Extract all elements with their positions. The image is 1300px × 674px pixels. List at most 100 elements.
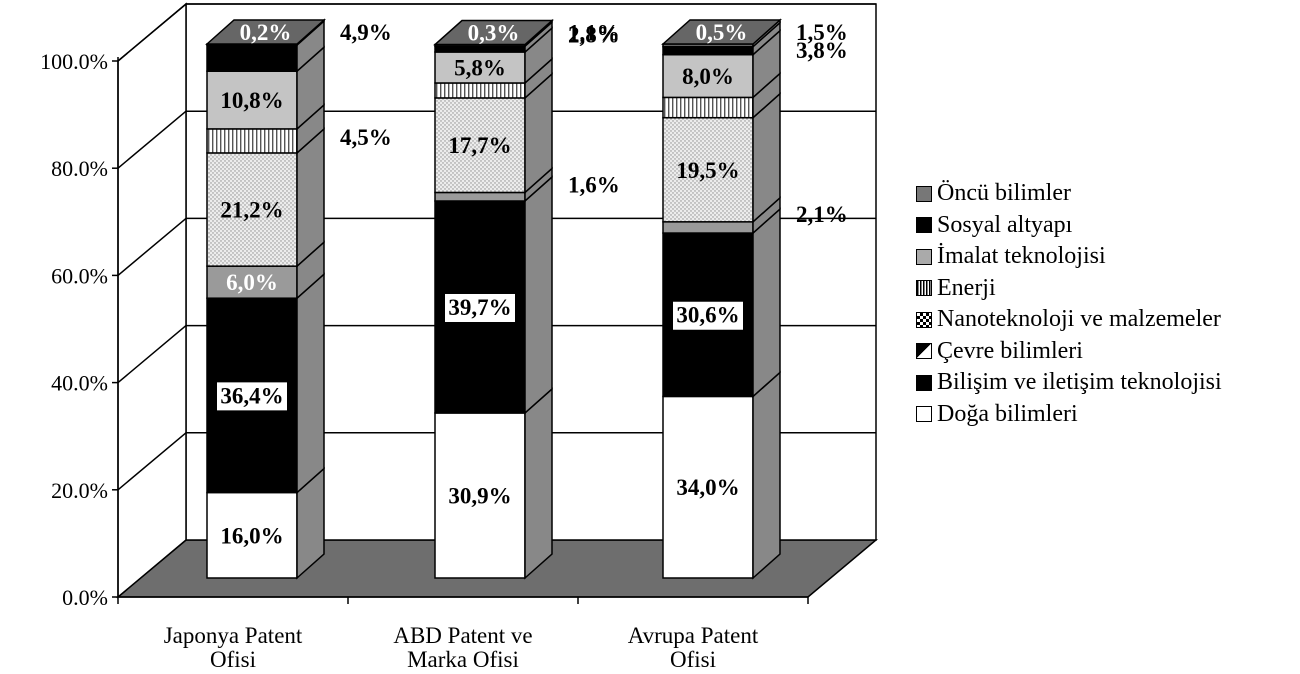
bar-segment-enerji xyxy=(434,82,526,99)
data-label-cevre-bilimleri-3: 2,1% xyxy=(796,202,848,227)
bar-segment-enerji xyxy=(662,96,754,119)
x-tick-label-line: ABD Patent ve xyxy=(393,623,532,648)
bar-segment-cevre-bilimleri xyxy=(434,191,526,202)
x-tick-label-line: Avrupa Patent xyxy=(628,623,759,648)
legend-swatch xyxy=(916,311,932,328)
data-label-oncu-bilimler-3: 0,5% xyxy=(696,20,748,45)
legend: Öncü bilimler Sosyal altyapı İmalat teknol… xyxy=(916,178,1296,430)
legend-item-doga-bilimleri: Doğa bilimleri xyxy=(916,399,1296,431)
data-label-oncu-bilimler-1: 0,2% xyxy=(240,20,292,45)
data-label-bilisim-ve-iletisim-teknolojisi-2: 39,7% xyxy=(448,295,511,320)
legend-swatch xyxy=(916,217,932,234)
data-label-nanoteknoloji-ve-malzemeler-2: 17,7% xyxy=(448,133,511,158)
data-label-cevre-bilimleri-1: 6,0% xyxy=(226,270,278,295)
x-tick-label-line: Marka Ofisi xyxy=(407,647,519,672)
data-label-box xyxy=(445,293,515,322)
legend-item-sosyal-altyapi: Sosyal altyapı xyxy=(916,210,1296,242)
data-label-imalat-teknolojisi-2: 5,8% xyxy=(454,55,506,80)
bar-segment-sosyal-altyapi xyxy=(206,44,298,72)
bar-segment-enerji xyxy=(206,128,298,154)
gridline xyxy=(117,3,187,62)
legend-label: Enerji xyxy=(937,274,996,301)
data-label-doga-bilimleri-1: 16,0% xyxy=(220,523,283,548)
gridline xyxy=(117,217,187,276)
bar-top-face xyxy=(433,19,554,46)
legend-label: Bilişim ve iletişim teknolojisi xyxy=(937,369,1222,396)
legend-label: Sosyal altyapı xyxy=(937,211,1073,238)
legend-item-enerji: Enerji xyxy=(916,273,1296,305)
side-wall xyxy=(117,2,187,599)
legend-item-nanoteknoloji-ve-malzemeler: Nanoteknoloji ve malzemeler xyxy=(916,304,1296,336)
data-label-box xyxy=(217,382,287,411)
gridline xyxy=(117,110,187,169)
bar-side-bilisim-ve-iletisim-teknolojisi xyxy=(524,175,553,415)
y-tick-label: 80.0% xyxy=(51,156,108,181)
data-labels: 16,0% 36,4% 6,0% 21,2% 4,5% 10,8% 4,9% 0,2% 30,9… xyxy=(217,20,848,548)
y-tick-label: 100.0% xyxy=(40,49,108,74)
legend-item-bilisim-ve-iletisim-teknolojisi: Bilişim ve iletişim teknolojisi xyxy=(916,367,1296,399)
data-label-bilisim-ve-iletisim-teknolojisi-1: 36,4% xyxy=(220,383,283,408)
legend-swatch xyxy=(916,185,932,202)
data-label-imalat-teknolojisi-1: 10,8% xyxy=(220,88,283,113)
bar-segment-cevre-bilimleri xyxy=(662,221,754,234)
data-label-doga-bilimleri-2: 30,9% xyxy=(448,483,511,508)
data-label-enerji-2: 2,8% xyxy=(568,23,620,48)
y-tick-label: 20.0% xyxy=(51,478,108,503)
data-label-doga-bilimleri-3: 34,0% xyxy=(676,475,739,500)
bar-segment-nanoteknoloji-ve-malzemeler xyxy=(206,152,298,267)
axes: 0.0% 20.0% 40.0% 60.0% 80.0% 100.0% Japonya Pa… xyxy=(40,49,809,672)
data-label-sosyal-altyapi-2: 1,1% xyxy=(568,21,620,46)
data-label-nanoteknoloji-ve-malzemeler-3: 19,5% xyxy=(676,158,739,183)
data-label-nanoteknoloji-ve-malzemeler-1: 21,2% xyxy=(220,198,283,223)
data-label-bilisim-ve-iletisim-teknolojisi-3: 30,6% xyxy=(676,303,739,328)
x-tick-label: Avrupa Patent Ofisi xyxy=(628,623,759,672)
legend-swatch xyxy=(916,248,932,265)
data-label-imalat-teknolojisi-3: 8,0% xyxy=(682,64,734,89)
x-tick-label: Japonya Patent Ofisi xyxy=(164,623,303,672)
gridline xyxy=(117,432,187,491)
legend-label: İmalat teknolojisi xyxy=(937,243,1106,270)
data-label-enerji-1: 4,5% xyxy=(340,125,392,150)
data-label-oncu-bilimler-2: 0,3% xyxy=(468,21,520,46)
bar-segment-sosyal-altyapi xyxy=(434,45,526,53)
bars xyxy=(205,18,782,580)
legend-swatch xyxy=(916,343,932,360)
legend-swatch xyxy=(916,280,932,297)
legend-item-cevre-bilimleri: Çevre bilimleri xyxy=(916,336,1296,368)
bar-segment-imalat-teknolojisi xyxy=(206,70,298,130)
data-label-sosyal-altyapi-3: 1,5% xyxy=(796,20,848,45)
legend-item-oncu-bilimler: Öncü bilimler xyxy=(916,178,1296,210)
data-label-sosyal-altyapi-1: 4,9% xyxy=(340,20,392,45)
bar-top-face xyxy=(205,19,326,45)
y-tick-label: 0.0% xyxy=(62,585,108,610)
bar-segment-imalat-teknolojisi xyxy=(434,51,526,84)
y-tick-label: 60.0% xyxy=(51,263,108,288)
bar-side-bilisim-ve-iletisim-teknolojisi xyxy=(752,207,781,399)
legend-swatch xyxy=(916,374,932,391)
data-label-box xyxy=(673,301,743,330)
gridline xyxy=(117,325,187,384)
bar-segment-sosyal-altyapi xyxy=(662,45,754,56)
x-tick-label: ABD Patent ve Marka Ofisi xyxy=(393,623,532,672)
bar-top-face xyxy=(661,19,782,45)
x-tick-label-line: Ofisi xyxy=(670,647,716,672)
bar-side-doga-bilimleri xyxy=(524,387,553,580)
y-tick-label: 40.0% xyxy=(51,371,108,396)
data-label-cevre-bilimleri-2: 1,6% xyxy=(568,172,620,197)
data-label-enerji-3: 3,8% xyxy=(796,38,848,63)
bar-segment-cevre-bilimleri xyxy=(206,265,298,299)
bar-segment-nanoteknoloji-ve-malzemeler xyxy=(434,97,526,194)
legend-item-imalat-teknolojisi: İmalat teknolojisi xyxy=(916,241,1296,273)
legend-label: Doğa bilimleri xyxy=(937,400,1078,427)
bar-side-doga-bilimleri xyxy=(752,370,781,580)
bar-japonya-patent-ofisi xyxy=(205,18,326,580)
bar-side-bilisim-ve-iletisim-teknolojisi xyxy=(296,272,325,495)
bar-abd-patent-ve-marka-ofisi xyxy=(433,18,554,580)
bar-avrupa-patent-ofisi xyxy=(661,18,782,580)
legend-swatch xyxy=(916,406,932,423)
legend-label: Öncü bilimler xyxy=(937,180,1071,207)
legend-label: Çevre bilimleri xyxy=(937,337,1083,364)
x-tick-label-line: Japonya Patent xyxy=(164,623,303,648)
legend-label: Nanoteknoloji ve malzemeler xyxy=(937,306,1221,333)
